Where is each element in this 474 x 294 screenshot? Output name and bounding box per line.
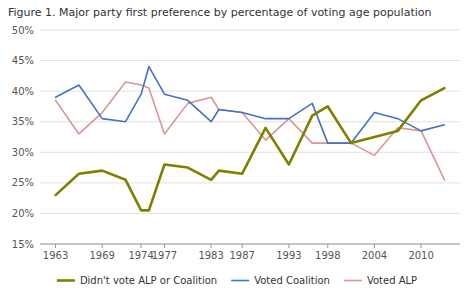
y-tick-label: 35% [12,116,34,127]
y-tick-label: 20% [12,208,34,219]
grid-line [40,91,460,92]
legend-item: Voted Coalition [231,275,330,286]
series-line [56,67,445,143]
legend-item: Voted ALP [344,275,417,286]
x-tick [102,244,103,248]
legend-swatch [344,280,362,282]
lines [56,67,445,211]
grid-line [40,152,460,153]
legend: Didn't vote ALP or Coalition Voted Coalit… [57,275,417,286]
x-tick-label: 1974 [128,250,153,261]
x-tick-label: 1963 [43,250,68,261]
grid-line [40,30,460,31]
y-tick-label: 45% [12,55,34,66]
title: Figure 1. Major party first preference b… [8,6,431,19]
legend-swatch [231,280,249,282]
y-tick-label: 50% [12,25,34,36]
legend-label: Didn't vote ALP or Coalition [80,275,217,286]
x-tick-label: 1969 [89,250,114,261]
y-tick-label: 25% [12,177,34,188]
x-tick-label: 1977 [152,250,177,261]
chart: Figure 1. Major party first preference b… [0,0,474,294]
x-tick [421,244,422,248]
legend-swatch [57,279,75,282]
x-tick [374,244,375,248]
y-tick-label: 30% [12,147,34,158]
x-axis: 1963 1969 19741977 1983 1987 1993 1998 2004 2010 [40,244,460,261]
x-tick-label: 1998 [315,250,340,261]
y-tick-label: 40% [12,86,34,97]
legend-label: Voted Coalition [254,275,330,286]
grid-line [40,182,460,183]
x-tick-label: 2004 [362,250,387,261]
series-line [56,82,445,180]
grid-line [40,213,460,214]
x-axis-line [40,244,460,245]
grid-line [40,244,460,245]
series-line [56,88,445,210]
x-tick [288,244,289,248]
y-axis: 15% 20% 25% 30% 35% 40% 45% 50% [12,25,460,250]
x-tick [327,244,328,248]
x-tick [55,244,56,248]
x-tick-label: 1983 [198,250,223,261]
x-tick [141,244,142,248]
legend-label: Voted ALP [367,275,417,286]
x-tick-label: 2010 [408,250,433,261]
y-tick-label: 15% [12,239,34,250]
x-tick-label: 1993 [276,250,301,261]
x-tick-label: 1987 [229,250,254,261]
grid-line [40,60,460,61]
legend-item: Didn't vote ALP or Coalition [57,275,217,286]
x-tick [164,244,165,248]
x-tick [242,244,243,248]
x-tick [211,244,212,248]
